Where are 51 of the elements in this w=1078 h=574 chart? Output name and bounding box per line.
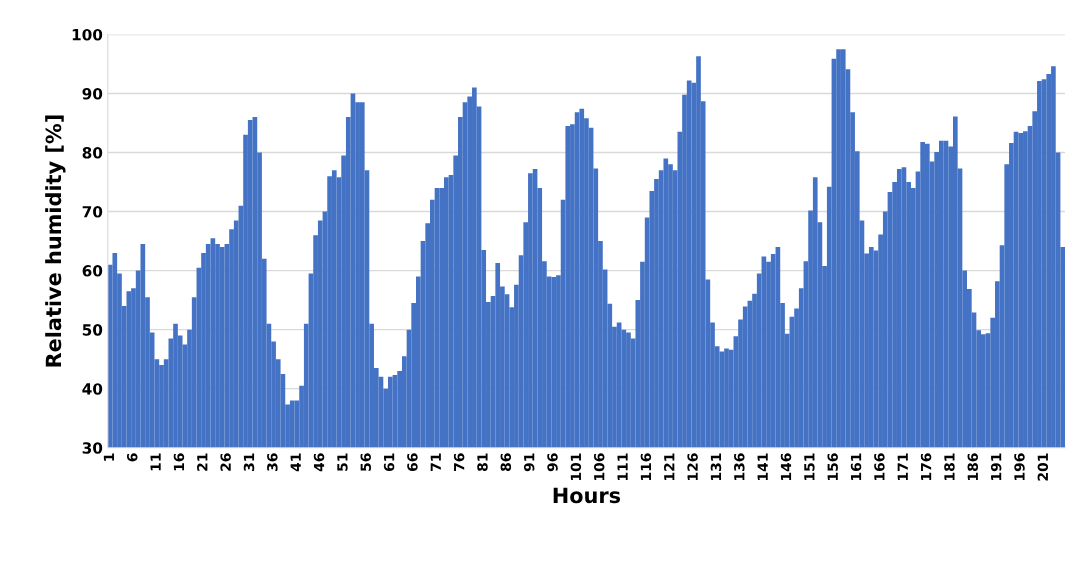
x-tick-label: 16 [173, 453, 185, 471]
y-tick-label: 60 [82, 265, 103, 277]
x-tick-label: 96 [547, 453, 558, 472]
x-tick-label: 196 [1014, 453, 1025, 481]
x-tick-label: 56 [360, 453, 371, 471]
x-tick-label: 71 [430, 453, 441, 471]
x-tick-label: 121 [664, 453, 675, 481]
x-tick-label: 1 [103, 453, 114, 461]
x-tick-label: 151 [804, 453, 815, 481]
x-tick-label: 36 [267, 453, 278, 471]
x-tick-label: 191 [990, 453, 1002, 481]
x-tick-label: 61 [383, 453, 395, 472]
x-tick-label: 136 [734, 453, 745, 481]
x-tick-label: 21 [197, 453, 208, 471]
x-tick-label: 11 [150, 453, 161, 471]
x-tick-label: 76 [453, 453, 465, 471]
x-tick-label: 181 [944, 453, 955, 481]
x-tick-label: 86 [500, 453, 512, 472]
y-axis-title: Relative humidity [%] [45, 115, 66, 367]
y-tick-label: 100 [72, 28, 103, 41]
y-tick-label: 90 [82, 87, 103, 100]
x-tick-label: 146 [780, 453, 792, 481]
x-tick-label: 91 [523, 453, 535, 472]
y-tick-label: 80 [82, 146, 103, 159]
x-tick-label: 111 [617, 453, 628, 481]
x-tick-label: 6 [127, 453, 138, 462]
x-tick-label: 101 [570, 453, 582, 481]
x-tick-label: 31 [243, 453, 255, 471]
x-axis-title: Hours [553, 487, 621, 504]
x-tick-label: 51 [337, 453, 348, 471]
x-tick-label: 41 [290, 453, 301, 472]
x-tick-label: 176 [920, 453, 932, 481]
x-tick-label: 161 [850, 453, 862, 481]
x-tick-label: 141 [757, 453, 768, 481]
x-tick-label: 201 [1037, 453, 1049, 481]
x-tick-label: 186 [967, 453, 979, 481]
x-tick-label: 66 [407, 453, 418, 472]
x-tick-label: 166 [874, 453, 885, 481]
x-tick-label: 81 [477, 453, 488, 472]
x-tick-label: 116 [640, 453, 652, 481]
x-tick-label: 46 [313, 453, 325, 472]
x-tick-label: 156 [827, 453, 838, 481]
y-tick-label: 40 [82, 383, 103, 395]
x-tick-label: 126 [687, 453, 698, 481]
y-tick-label: 50 [82, 324, 103, 336]
y-tick-label: 30 [82, 442, 103, 454]
x-tick-label: 106 [593, 453, 605, 481]
x-tick-label: 171 [897, 453, 908, 481]
y-tick-label: 70 [82, 206, 103, 218]
x-tick-label: 131 [710, 453, 722, 481]
x-tick-label: 26 [220, 453, 231, 471]
